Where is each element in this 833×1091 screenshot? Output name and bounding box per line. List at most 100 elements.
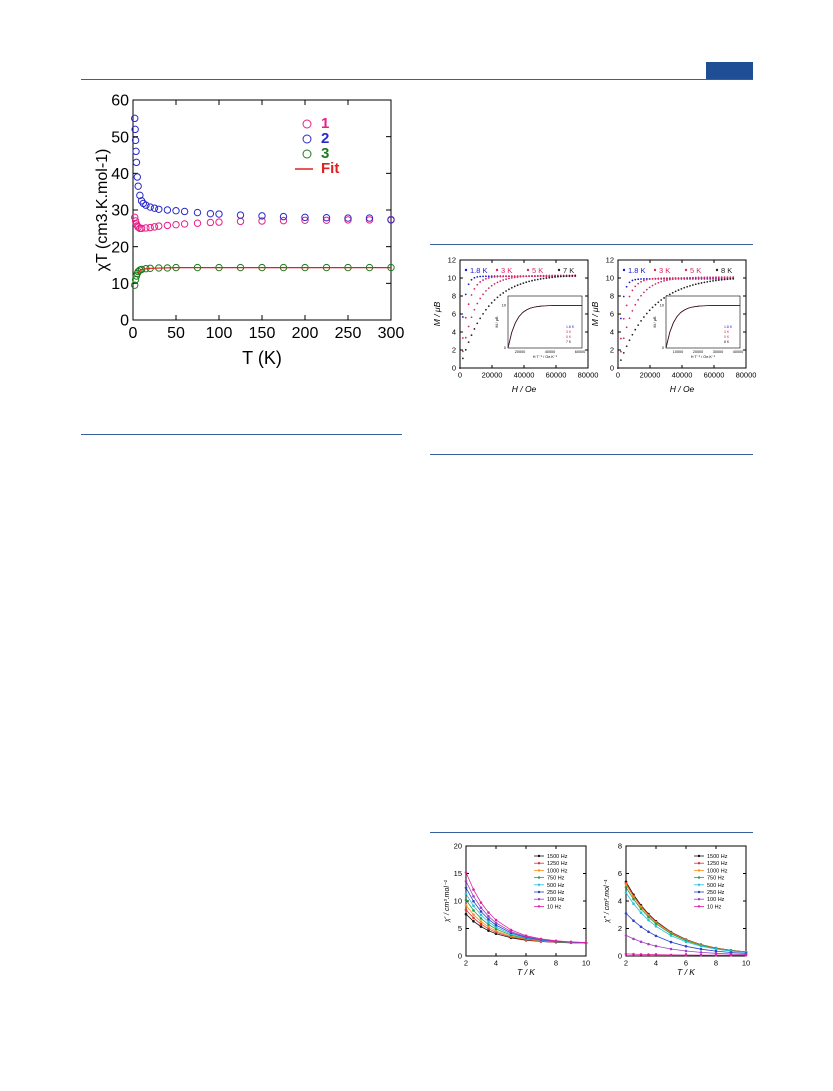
fig4-x-axis-label: T / K <box>517 967 535 977</box>
fig1-series-2-point <box>142 201 150 209</box>
fig2-data-point <box>505 290 507 292</box>
fig3-data-point <box>625 345 628 348</box>
fig5-x-tick-label: 8 <box>714 959 718 968</box>
fig3-data-point <box>726 276 729 279</box>
fig1-series-2-point <box>258 212 266 220</box>
fig2-data-point <box>516 284 519 287</box>
fig2-data-point <box>522 275 525 278</box>
fig3-inset-x-tick-label: 10000 <box>673 350 684 354</box>
fig1-legend-marker <box>302 134 312 144</box>
fig5-data-point <box>647 915 650 919</box>
fig3-data-point <box>640 319 642 322</box>
fig5-data-point <box>669 953 673 957</box>
fig4-legend-marker <box>537 876 541 879</box>
fig2-x-axis-label: H / Oe <box>512 384 537 394</box>
fig2-data-point <box>508 288 510 291</box>
fig1-series-3-point <box>131 281 139 289</box>
fig3-data-point <box>628 295 631 298</box>
fig3-data-point <box>694 283 697 286</box>
fig2-y-tick-label: 10 <box>448 274 456 283</box>
fig5-legend-label: 250 Hz <box>707 890 725 896</box>
fig3-data-point <box>717 279 720 282</box>
fig3-data-point <box>643 291 645 294</box>
fig1-series-2-point <box>206 209 215 218</box>
fig2-inset-x-tick-label: 60000 <box>575 350 586 354</box>
fig5-x-tick-label: 6 <box>684 959 688 968</box>
fig1-x-tick-label: 300 <box>378 325 405 342</box>
fig3-data-point <box>712 280 714 282</box>
fig3-data-point <box>640 278 642 280</box>
fig4-data-point <box>472 916 475 920</box>
fig3-data-point <box>637 298 640 301</box>
fig2-data-point <box>502 292 505 294</box>
fig2-y-tick-label: 8 <box>452 292 456 301</box>
fig3-data-point <box>666 277 668 280</box>
fig1-fit-line <box>136 267 391 274</box>
fig1-series-2-point <box>365 214 374 222</box>
fig1-series-2-point <box>155 205 163 213</box>
fig4-data-point <box>584 941 588 944</box>
fig3-inset-legend-label: 3 K <box>724 330 730 334</box>
fig3-data-point <box>729 278 732 280</box>
fig4-legend-label: 1500 Hz <box>547 854 568 860</box>
fig1-x-tick-label: 200 <box>292 325 319 342</box>
fig2-data-point <box>490 276 493 279</box>
fig3-legend-marker <box>684 268 688 272</box>
fig5-data-point <box>624 885 628 889</box>
header-tab <box>706 62 753 79</box>
fig2-data-point <box>505 278 507 281</box>
fig1-series-1-point <box>322 216 331 224</box>
fig4-data-point <box>509 928 513 932</box>
fig5-y-tick-label: 4 <box>618 897 622 906</box>
fig2-data-point <box>473 276 476 279</box>
fig4-data-point <box>472 904 475 908</box>
fig3-data-point <box>657 301 660 304</box>
fig3-data-point <box>706 276 709 279</box>
caption-rule-right-2 <box>430 454 753 455</box>
fig3-legend-marker <box>653 268 657 272</box>
fig2-data-point <box>467 283 470 286</box>
fig1-series-2-point <box>344 214 352 222</box>
fig5-data-point <box>654 922 658 926</box>
fig1-series-2-point <box>180 207 189 216</box>
fig4-data-point <box>464 912 468 916</box>
fig1-y-tick-label: 60 <box>111 93 129 110</box>
fig3-data-point <box>654 277 657 280</box>
fig3-data-point <box>648 309 651 312</box>
fig5-data-point <box>654 934 658 938</box>
fig3-data-point <box>657 277 660 280</box>
header-rule <box>81 79 753 80</box>
fig2-data-point <box>502 275 505 278</box>
fig4-legend-label: 250 Hz <box>547 890 565 896</box>
fig2-data-point <box>519 283 522 285</box>
fig4-data-point <box>487 917 490 921</box>
fig1-series-2-point <box>172 207 180 215</box>
fig3-data-point <box>703 276 706 279</box>
fig1-series-2-point <box>131 136 140 145</box>
fig1-series-2-point <box>133 173 141 181</box>
fig5-data-point <box>714 949 718 953</box>
fig5-data-point <box>639 925 643 929</box>
fig4-data-point <box>464 898 468 902</box>
fig4-data-point <box>464 908 468 912</box>
fig2-data-point <box>459 367 461 369</box>
fig5-data-point <box>647 953 650 956</box>
fig2-data-point <box>533 279 536 281</box>
fig2-y-tick-label: 6 <box>452 310 456 319</box>
fig1-series-2-point <box>132 158 141 167</box>
fig5-legend-marker <box>697 862 701 865</box>
fig3-data-point <box>657 281 660 284</box>
fig3-data-point <box>643 316 645 318</box>
fig2-y-tick-label: 12 <box>448 256 456 265</box>
fig4-data-point <box>569 940 573 944</box>
fig2-data-point <box>508 275 510 278</box>
fig3-data-point <box>715 276 717 279</box>
fig3-data-point <box>622 337 625 340</box>
fig2-data-point <box>562 275 565 278</box>
fig5-y-tick-label: 8 <box>618 842 622 851</box>
fig3-data-point <box>686 285 689 288</box>
fig3-data-point <box>663 280 665 282</box>
fig3-inset-y-tick-label: 10 <box>660 303 664 307</box>
